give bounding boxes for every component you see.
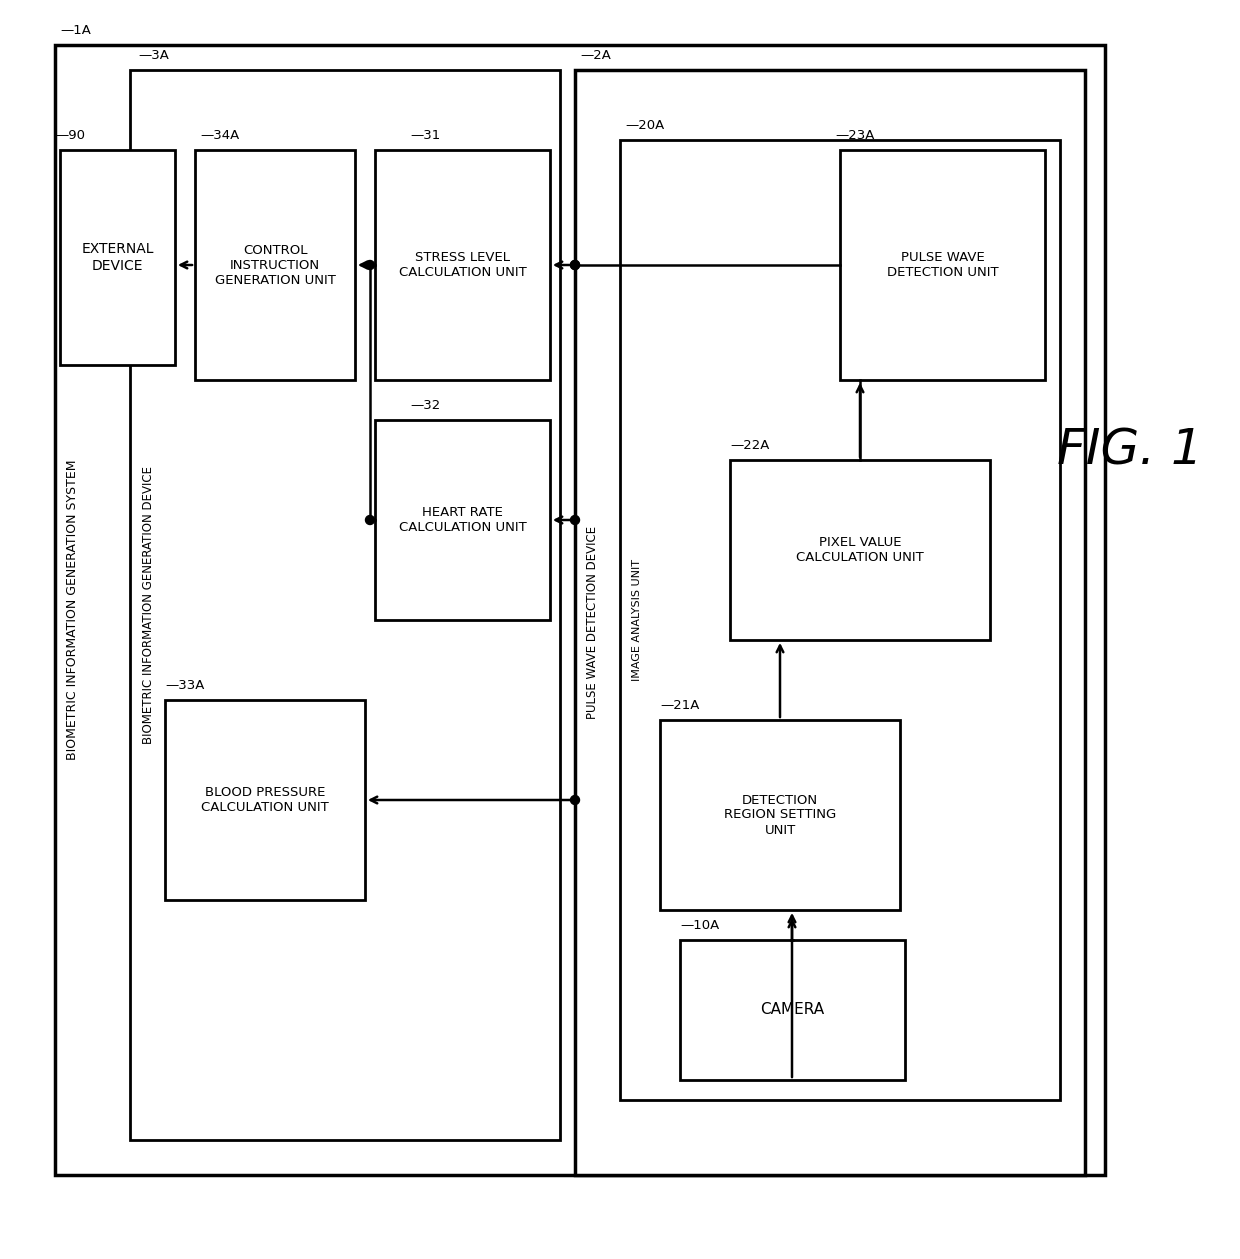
Circle shape — [570, 796, 579, 805]
Bar — [55, 45, 1105, 1175]
Text: —2A: —2A — [580, 49, 611, 62]
Text: CONTROL
INSTRUCTION
GENERATION UNIT: CONTROL INSTRUCTION GENERATION UNIT — [215, 243, 336, 287]
Circle shape — [570, 261, 579, 269]
Text: PIXEL VALUE
CALCULATION UNIT: PIXEL VALUE CALCULATION UNIT — [796, 536, 924, 564]
Text: EXTERNAL
DEVICE: EXTERNAL DEVICE — [82, 243, 154, 273]
Text: —22A: —22A — [730, 439, 769, 452]
Text: FIG. 1: FIG. 1 — [1056, 426, 1203, 473]
Text: —3A: —3A — [138, 49, 169, 62]
Circle shape — [366, 261, 374, 269]
Text: BLOOD PRESSURE
CALCULATION UNIT: BLOOD PRESSURE CALCULATION UNIT — [201, 786, 329, 815]
Bar — [680, 940, 905, 1080]
Text: DETECTION
REGION SETTING
UNIT: DETECTION REGION SETTING UNIT — [724, 793, 836, 836]
Text: —33A: —33A — [165, 679, 205, 692]
Text: —21A: —21A — [660, 699, 699, 713]
Text: BIOMETRIC INFORMATION GENERATION DEVICE: BIOMETRIC INFORMATION GENERATION DEVICE — [141, 466, 155, 744]
Text: PULSE WAVE
DETECTION UNIT: PULSE WAVE DETECTION UNIT — [887, 251, 998, 279]
Bar — [374, 150, 551, 380]
Bar — [730, 460, 990, 640]
Circle shape — [570, 515, 579, 525]
Bar — [620, 140, 1060, 1100]
Text: —1A: —1A — [60, 24, 91, 37]
Bar — [575, 71, 1085, 1175]
Circle shape — [366, 515, 374, 525]
Circle shape — [570, 261, 579, 269]
Text: CAMERA: CAMERA — [760, 1002, 825, 1017]
Text: PULSE WAVE DETECTION DEVICE: PULSE WAVE DETECTION DEVICE — [587, 526, 599, 719]
Bar — [130, 71, 560, 1139]
Bar — [660, 720, 900, 910]
Text: IMAGE ANALYSIS UNIT: IMAGE ANALYSIS UNIT — [632, 559, 642, 681]
Text: —10A: —10A — [680, 919, 719, 932]
Bar — [374, 421, 551, 619]
Bar — [195, 150, 355, 380]
Text: HEART RATE
CALCULATION UNIT: HEART RATE CALCULATION UNIT — [398, 506, 526, 534]
Text: —20A: —20A — [625, 120, 665, 132]
Bar — [60, 150, 175, 365]
Text: —34A: —34A — [200, 128, 239, 142]
Bar — [165, 700, 365, 900]
Text: —32: —32 — [410, 399, 440, 412]
Text: —31: —31 — [410, 128, 440, 142]
Text: BIOMETRIC INFORMATION GENERATION SYSTEM: BIOMETRIC INFORMATION GENERATION SYSTEM — [67, 460, 79, 760]
Text: STRESS LEVEL
CALCULATION UNIT: STRESS LEVEL CALCULATION UNIT — [398, 251, 526, 279]
Text: —23A: —23A — [835, 128, 874, 142]
Text: —90: —90 — [55, 128, 86, 142]
Bar — [839, 150, 1045, 380]
